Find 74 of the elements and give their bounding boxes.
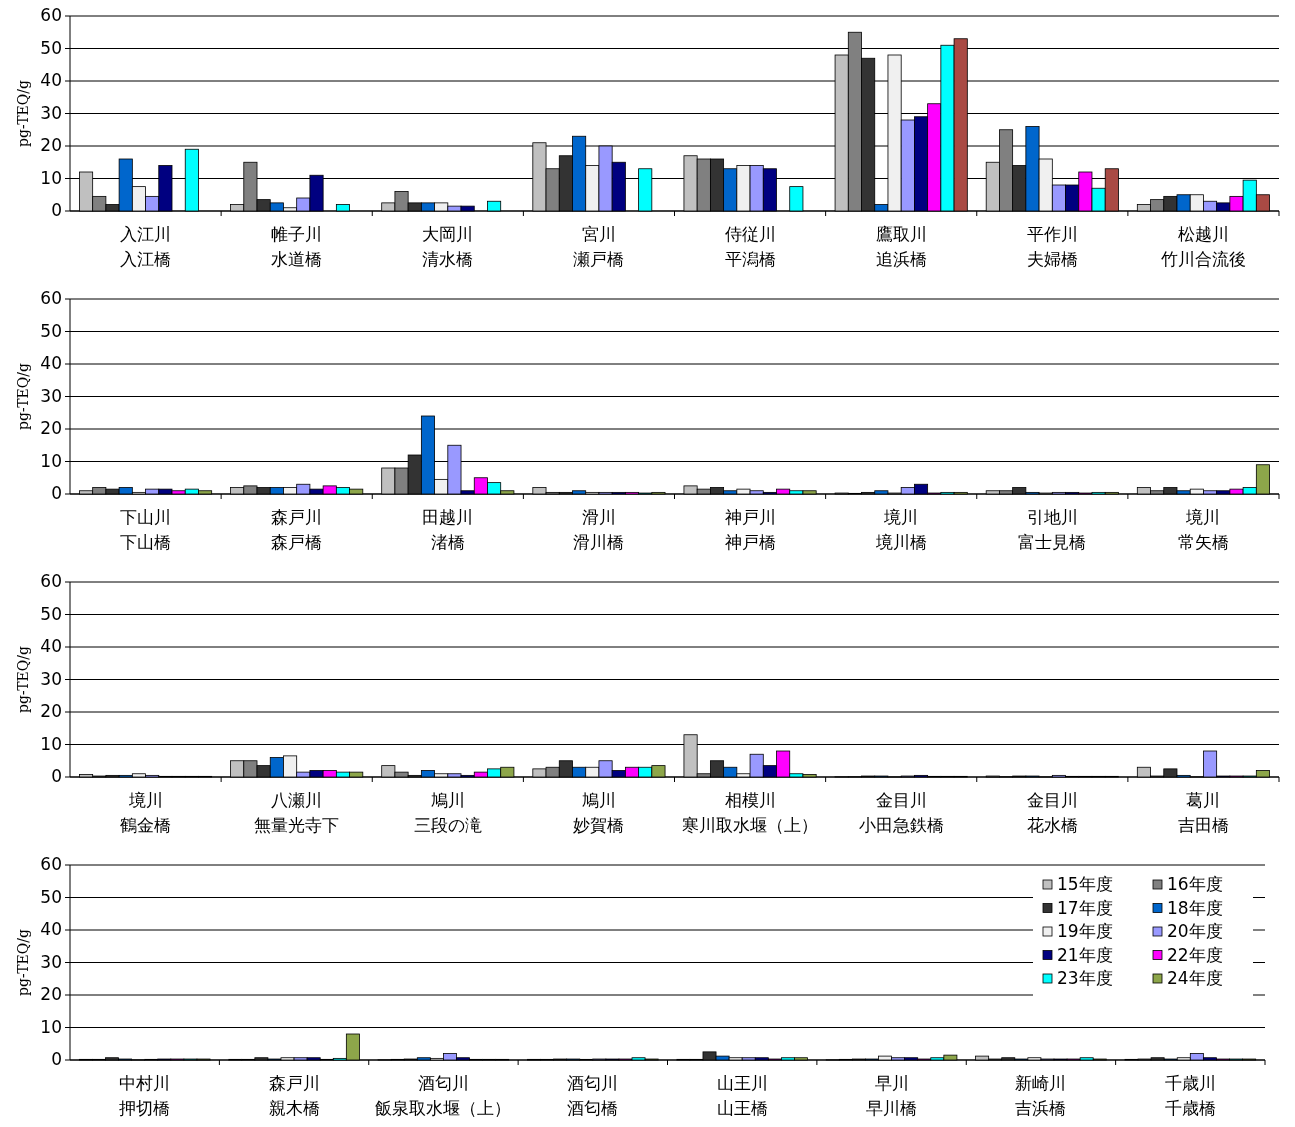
y-tick-label: 60	[40, 571, 62, 591]
x-tick-label: 金目川小田急鉄橋	[858, 790, 944, 835]
x-tick-label: 葛川吉田橋	[1177, 790, 1229, 835]
x-tick-label: 金目川花水橋	[1026, 790, 1078, 835]
y-tick-label: 40	[40, 636, 62, 656]
y-axis-title: pg-TEQ/g	[15, 929, 31, 996]
x-tick-label: 森戸川親木橋	[268, 1073, 320, 1118]
y-tick-label: 40	[40, 70, 62, 90]
legend-label: 20年度	[1167, 921, 1223, 941]
legend-label: 19年度	[1057, 921, 1113, 941]
y-tick-label: 50	[40, 603, 62, 624]
x-tick-label: 平作川夫婦橋	[1026, 224, 1078, 269]
legend-label: 24年度	[1167, 968, 1223, 988]
legend-label: 17年度	[1057, 897, 1113, 918]
x-tick-label: 松越川竹川合流後	[1160, 224, 1246, 269]
y-tick-label: 0	[51, 200, 62, 220]
x-tick-label: 境川常矢橋	[1177, 507, 1229, 552]
legend-label: 15年度	[1057, 874, 1113, 894]
x-tick-label: 神戸川神戸橋	[724, 507, 776, 552]
x-tick-label: 森戸川森戸橋	[271, 507, 323, 552]
x-tick-label: 鷹取川追浜橋	[875, 224, 927, 269]
y-tick-label: 50	[40, 37, 62, 58]
y-axis-title: pg-TEQ/g	[15, 363, 31, 430]
x-tick-label: 早川早川橋	[866, 1073, 918, 1118]
x-tick-label: 帷子川水道橋	[271, 224, 323, 269]
x-tick-label: 鳩川三段の滝	[413, 790, 482, 835]
x-tick-label: 入江川入江橋	[120, 224, 172, 269]
y-tick-label: 20	[40, 701, 62, 721]
x-tick-label: 相模川寒川取水堰（上）	[682, 790, 819, 835]
y-tick-label: 50	[40, 320, 62, 341]
x-tick-label: 滑川滑川橋	[573, 507, 625, 552]
y-tick-label: 30	[40, 385, 62, 406]
y-tick-label: 20	[40, 135, 62, 155]
legend-label: 22年度	[1167, 944, 1223, 965]
x-tick-label: 山王川山王橋	[716, 1073, 768, 1118]
y-tick-label: 40	[40, 919, 62, 939]
y-tick-label: 20	[40, 984, 62, 1004]
y-tick-label: 10	[40, 167, 62, 188]
y-tick-label: 40	[40, 353, 62, 373]
x-tick-label: 田越川渚橋	[422, 507, 474, 552]
x-tick-label: 中村川押切橋	[119, 1073, 171, 1118]
y-tick-label: 10	[40, 450, 62, 471]
x-tick-label: 宮川瀬戸橋	[573, 224, 625, 269]
y-tick-label: 20	[40, 418, 62, 438]
x-tick-label: 大岡川清水橋	[422, 224, 474, 269]
x-tick-label: 酒匂川飯泉取水堰（上）	[375, 1073, 512, 1118]
x-tick-label: 境川鶴金橋	[120, 790, 172, 835]
y-axis-title: pg-TEQ/g	[15, 646, 31, 713]
y-tick-label: 60	[40, 5, 62, 25]
y-tick-label: 0	[51, 483, 62, 503]
y-axis-title: pg-TEQ/g	[15, 80, 31, 147]
y-tick-label: 30	[40, 102, 62, 123]
x-tick-label: 鳩川妙賀橋	[573, 790, 625, 835]
x-tick-label: 新崎川吉浜橋	[1015, 1073, 1067, 1118]
y-tick-label: 50	[40, 886, 62, 907]
y-tick-label: 0	[51, 1049, 62, 1069]
legend-label: 23年度	[1057, 968, 1113, 988]
y-tick-label: 30	[40, 951, 62, 972]
x-tick-label: 境川境川橋	[874, 507, 927, 552]
y-tick-label: 10	[40, 733, 62, 754]
x-tick-label: 酒匂川酒匂橋	[567, 1073, 619, 1118]
legend-label: 18年度	[1167, 897, 1223, 918]
legend-label: 21年度	[1057, 944, 1113, 965]
x-tick-label: 千歳川千歳橋	[1164, 1073, 1216, 1118]
x-tick-label: 八瀬川無量光寺下	[254, 790, 340, 835]
legend-label: 16年度	[1167, 874, 1223, 894]
x-tick-label: 侍従川平潟橋	[724, 224, 776, 269]
x-tick-label: 引地川富士見橋	[1018, 507, 1087, 552]
y-tick-label: 60	[40, 288, 62, 308]
y-tick-label: 60	[40, 854, 62, 874]
y-tick-label: 30	[40, 668, 62, 689]
x-tick-label: 下山川下山橋	[120, 507, 172, 552]
y-tick-label: 0	[51, 766, 62, 786]
y-tick-label: 10	[40, 1016, 62, 1037]
